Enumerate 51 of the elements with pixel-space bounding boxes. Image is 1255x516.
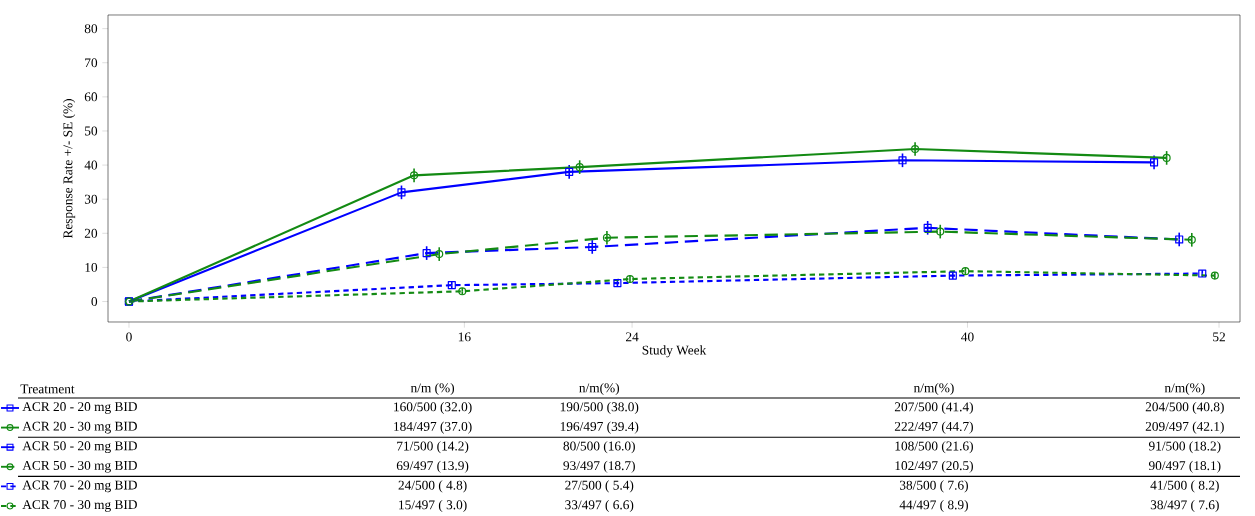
x-tick-label: 24 xyxy=(626,332,639,342)
legend-label: ACR 20 - 20 mg BID xyxy=(22,402,137,414)
text: 33/497 ( 6.6) xyxy=(565,499,634,513)
x-tick-label: 40 xyxy=(961,332,974,342)
text: 27/500 ( 5.4) xyxy=(565,480,634,493)
text: 184/497 (37.0) xyxy=(394,421,472,434)
text: 69/497 (13.9) xyxy=(396,460,469,473)
text: 90/497 (18.1) xyxy=(1148,460,1221,473)
text: 15/497 ( 3.0) xyxy=(399,499,467,513)
text: n/m (%) xyxy=(410,382,455,396)
text: 196/497 (39.4) xyxy=(560,421,639,434)
text: 108/500 (21.6) xyxy=(895,441,973,454)
text: 222/497 (44.7) xyxy=(894,421,973,434)
y-tick-label: 10 xyxy=(85,262,98,272)
y-tick-label: 80 xyxy=(84,24,98,34)
text: 190/500 (38.0) xyxy=(560,401,639,415)
text: 160/500 (32.0) xyxy=(394,401,472,415)
legend-label: ACR 70 - 20 mg BID xyxy=(22,480,137,493)
text: 80/500 (16.0) xyxy=(563,441,635,454)
text: 207/500 (41.4) xyxy=(894,401,973,415)
y-axis-title: Response Rate +/- SE (%) xyxy=(63,99,76,239)
text: n/m(%) xyxy=(579,382,620,396)
y-tick-label: 30 xyxy=(84,194,98,204)
legend-label: ACR 50 - 30 mg BID xyxy=(22,460,137,473)
text: 91/500 (18.2) xyxy=(1148,441,1221,454)
text: Treatment xyxy=(20,384,75,394)
y-tick-label: 50 xyxy=(85,126,98,136)
text: 24/500 ( 4.8) xyxy=(398,480,467,493)
x-tick-label: 52 xyxy=(1213,332,1225,342)
text: n/m(%) xyxy=(1164,382,1205,396)
text: 38/497 ( 7.6) xyxy=(1150,499,1219,513)
text: n/m(%) xyxy=(913,382,954,396)
y-tick-label: 0 xyxy=(91,297,98,307)
text: 93/497 (18.7) xyxy=(563,460,635,473)
text: 38/500 ( 7.6) xyxy=(899,480,968,493)
y-tick-label: 70 xyxy=(85,58,98,68)
text: 41/500 ( 8.2) xyxy=(1150,480,1219,493)
legend-label: ACR 20 - 30 mg BID xyxy=(22,421,137,434)
text: 102/497 (20.5) xyxy=(895,460,973,473)
x-axis-title: Study Week xyxy=(642,345,707,358)
legend-label: ACR 70 - 30 mg BID xyxy=(22,500,137,512)
text: 44/497 ( 8.9) xyxy=(899,499,968,513)
y-tick-label: 20 xyxy=(84,228,98,238)
y-tick-label: 60 xyxy=(84,92,98,102)
x-tick-label: 0 xyxy=(126,332,132,342)
text: 209/497 (42.1) xyxy=(1145,421,1224,434)
text: 204/500 (40.8) xyxy=(1145,401,1224,415)
y-tick-label: 40 xyxy=(84,160,98,170)
x-tick-label: 16 xyxy=(458,332,471,342)
text: 71/500 (14.2) xyxy=(397,441,469,454)
legend-label: ACR 50 - 20 mg BID xyxy=(22,441,137,454)
